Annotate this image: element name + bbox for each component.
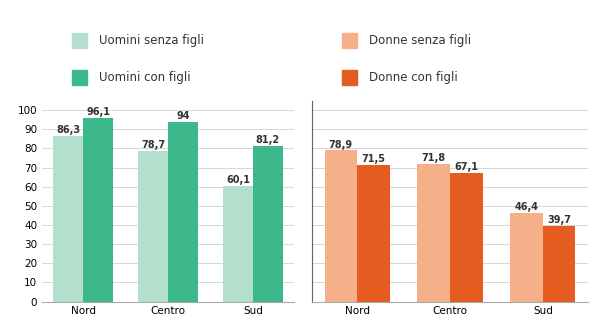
- Text: 94: 94: [176, 111, 190, 121]
- Bar: [450, 173, 482, 302]
- Bar: [253, 146, 283, 302]
- Text: 39,7: 39,7: [547, 214, 571, 224]
- Text: 71,5: 71,5: [361, 154, 385, 164]
- Bar: [53, 136, 83, 302]
- Text: 67,1: 67,1: [454, 162, 478, 172]
- Text: 60,1: 60,1: [226, 176, 250, 186]
- Bar: [418, 164, 450, 302]
- Bar: [357, 164, 389, 302]
- Text: 46,4: 46,4: [515, 202, 539, 212]
- Text: Uomini con figli: Uomini con figli: [99, 71, 191, 83]
- Text: 71,8: 71,8: [422, 153, 446, 163]
- Text: Donne con figli: Donne con figli: [369, 71, 458, 83]
- Bar: [543, 225, 575, 302]
- Bar: [139, 151, 168, 302]
- Text: Donne senza figli: Donne senza figli: [369, 34, 471, 47]
- Bar: [223, 187, 253, 302]
- Bar: [511, 213, 543, 302]
- Text: 78,7: 78,7: [141, 140, 165, 150]
- Text: 81,2: 81,2: [256, 135, 280, 145]
- Bar: [168, 122, 197, 302]
- Text: Uomini senza figli: Uomini senza figli: [99, 34, 204, 47]
- Text: 78,9: 78,9: [329, 139, 353, 149]
- Bar: [325, 150, 357, 302]
- Text: 86,3: 86,3: [56, 125, 80, 135]
- Bar: [83, 118, 113, 302]
- Text: 96,1: 96,1: [86, 107, 110, 117]
